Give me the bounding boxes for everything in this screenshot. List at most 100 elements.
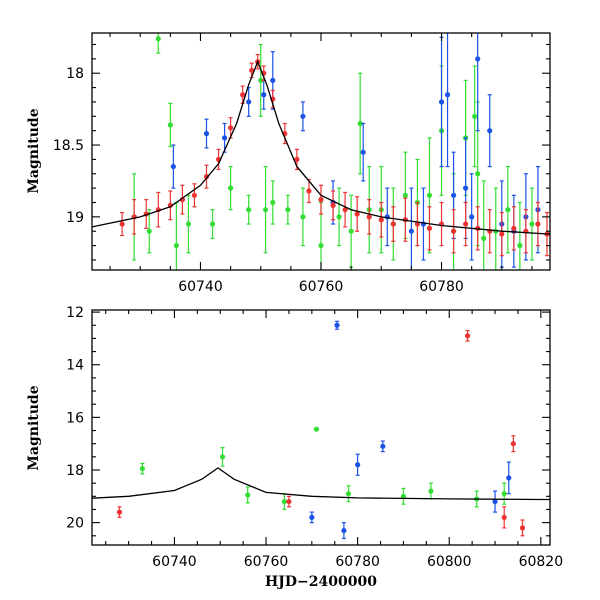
top-y-tick-label: 18 — [66, 66, 84, 82]
top-point-green — [185, 221, 192, 227]
top-x-tick-label: 60780 — [419, 279, 464, 295]
bottom-point-blue — [380, 443, 386, 449]
bottom-plot-area — [92, 320, 550, 540]
top-point-blue — [246, 99, 252, 105]
top-point-red — [249, 67, 255, 73]
bottom-point-green — [428, 488, 434, 494]
bottom-series-blue — [309, 320, 512, 540]
bottom-point-green — [501, 491, 507, 497]
bottom-model-curve — [92, 467, 550, 501]
top-point-blue — [408, 228, 414, 234]
top-point-green — [348, 228, 354, 234]
top-point-red — [390, 221, 396, 227]
top-point-green — [285, 207, 291, 213]
top-point-blue — [487, 128, 493, 134]
top-panel: Magnitude 60740 60760 60780 18 18.5 19 — [26, 32, 551, 295]
top-point-red — [342, 207, 348, 213]
top-series-red — [119, 53, 550, 257]
top-point-green — [475, 171, 481, 177]
top-plot-area — [92, 33, 550, 270]
bottom-point-red — [519, 525, 526, 531]
top-series-blue — [170, 33, 541, 270]
bottom-point-red — [501, 514, 507, 520]
top-point-red — [119, 221, 125, 227]
bottom-y-tick-label: 18 — [66, 463, 84, 479]
top-point-green — [336, 214, 342, 220]
top-point-blue — [261, 92, 267, 98]
top-point-red — [306, 188, 312, 194]
top-point-red — [240, 92, 246, 98]
top-point-red — [378, 217, 384, 223]
top-point-green — [505, 207, 511, 213]
bottom-x-tick-label: 60760 — [244, 554, 289, 570]
bottom-x-tick-label: 60740 — [152, 554, 197, 570]
top-point-blue — [475, 56, 481, 62]
bottom-point-blue — [355, 462, 361, 468]
top-point-green — [481, 235, 487, 241]
bottom-point-blue — [506, 475, 512, 481]
top-point-green — [426, 192, 433, 198]
top-point-blue — [450, 192, 457, 198]
top-point-red — [535, 221, 541, 227]
bottom-y-tick-label: 16 — [66, 410, 84, 426]
top-point-red — [330, 202, 336, 208]
bottom-point-green — [313, 426, 320, 432]
bottom-point-red — [510, 441, 516, 447]
top-y-axis-label: Magnitude — [26, 108, 42, 193]
top-point-green — [262, 207, 269, 213]
top-point-red — [294, 156, 300, 162]
top-model-curve — [92, 59, 550, 235]
top-point-green — [300, 214, 306, 220]
top-point-blue — [444, 92, 451, 98]
top-point-red — [366, 214, 372, 220]
top-point-green — [258, 77, 264, 83]
bottom-x-tick-label: 60780 — [335, 554, 380, 570]
top-point-blue — [300, 113, 306, 119]
bottom-y-tick-label: 12 — [66, 305, 84, 321]
bottom-point-green — [139, 466, 145, 472]
bottom-y-tick-label: 14 — [66, 358, 84, 374]
bottom-point-green — [400, 493, 407, 499]
bottom-point-blue — [341, 527, 347, 534]
top-point-red — [463, 221, 469, 227]
top-point-green — [246, 207, 252, 213]
bottom-y-tick-label: 20 — [66, 516, 84, 532]
top-point-blue — [469, 214, 475, 220]
top-x-tick-label: 60760 — [299, 279, 344, 295]
top-point-red — [318, 197, 324, 203]
top-y-tick-label: 18.5 — [53, 138, 84, 154]
top-point-blue — [463, 185, 469, 191]
bottom-point-blue — [492, 498, 498, 505]
bottom-point-green — [245, 492, 251, 498]
top-point-blue — [203, 130, 210, 137]
bottom-point-green — [219, 454, 226, 460]
top-point-red — [191, 192, 198, 198]
top-point-green — [402, 192, 408, 198]
bottom-series-red — [116, 329, 526, 537]
top-point-red — [450, 228, 457, 234]
bottom-point-green — [345, 491, 352, 497]
top-point-green — [155, 36, 161, 42]
top-series-green — [131, 33, 535, 270]
bottom-point-red — [464, 333, 471, 339]
top-point-green — [529, 221, 535, 227]
bottom-point-red — [286, 498, 292, 505]
bottom-y-axis-label: Magnitude — [26, 385, 42, 470]
top-point-green — [167, 122, 173, 128]
top-point-red — [228, 125, 234, 131]
top-point-green — [318, 242, 324, 249]
bottom-point-green — [281, 498, 287, 505]
bottom-plot-frame — [91, 309, 551, 546]
top-point-blue — [221, 135, 228, 141]
top-point-green — [357, 120, 363, 127]
top-point-blue — [438, 99, 445, 105]
top-point-red — [354, 211, 360, 217]
bottom-x-tick-label: 60820 — [519, 554, 564, 570]
top-x-tick-label: 60740 — [178, 279, 223, 295]
bottom-point-red — [116, 509, 123, 515]
top-point-green — [517, 242, 523, 249]
top-point-green — [228, 185, 234, 191]
top-point-red — [203, 174, 210, 180]
bottom-point-blue — [309, 514, 315, 520]
